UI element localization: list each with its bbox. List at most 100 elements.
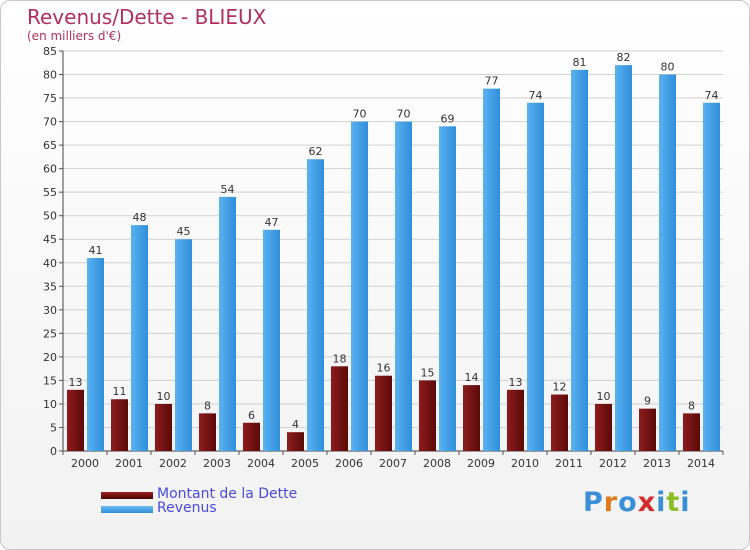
y-tick-label: 70 (43, 116, 57, 129)
x-tick-label: 2013 (643, 457, 671, 470)
y-tick-label: 0 (50, 445, 57, 458)
revenus-bar (175, 239, 192, 451)
dette-bar (463, 385, 480, 451)
dette-bar (155, 403, 172, 451)
x-tick-label: 2001 (115, 457, 143, 470)
revenus-value-label: 48 (133, 211, 147, 224)
x-tick-label: 2007 (379, 457, 407, 470)
dette-value-label: 12 (553, 381, 567, 394)
dette-bar (375, 375, 392, 451)
revenus-bar (439, 126, 456, 451)
proxiti-logo: Proxiti (583, 487, 691, 518)
revenus-value-label: 62 (309, 145, 323, 158)
dette-bar (683, 413, 700, 451)
y-tick-label: 55 (43, 186, 57, 199)
revenus-bar (395, 121, 412, 452)
revenus-value-label: 45 (177, 225, 191, 238)
dette-value-label: 10 (597, 390, 611, 403)
x-tick-label: 2000 (71, 457, 99, 470)
dette-bar (331, 366, 348, 451)
logo-letter: i (680, 487, 691, 518)
x-tick-label: 2002 (159, 457, 187, 470)
y-tick-label: 50 (43, 210, 57, 223)
dette-value-label: 13 (509, 376, 523, 389)
y-tick-label: 15 (43, 374, 57, 387)
revenus-value-label: 74 (705, 89, 719, 102)
x-tick-label: 2011 (555, 457, 583, 470)
chart-subtitle: (en milliers d'€) (27, 29, 122, 43)
x-tick-label: 2005 (291, 457, 319, 470)
legend-swatch-dette (101, 492, 153, 499)
dette-value-label: 14 (465, 371, 479, 384)
dette-bar (199, 413, 216, 451)
logo-letter: x (637, 487, 657, 518)
revenus-bar (307, 159, 324, 451)
logo-letter: t (666, 487, 681, 518)
x-tick-label: 2003 (203, 457, 231, 470)
revenus-value-label: 70 (353, 108, 367, 121)
y-tick-label: 25 (43, 327, 57, 340)
y-tick-label: 75 (43, 92, 57, 105)
dette-value-label: 11 (113, 385, 127, 398)
y-tick-label: 5 (50, 421, 57, 434)
dette-value-label: 18 (333, 352, 347, 365)
dette-bar (67, 389, 84, 451)
legend-swatch-revenus (101, 506, 153, 513)
revenus-bar (131, 225, 148, 451)
x-tick-label: 2009 (467, 457, 495, 470)
y-tick-label: 30 (43, 304, 57, 317)
dette-value-label: 9 (644, 395, 651, 408)
revenus-value-label: 74 (529, 89, 543, 102)
dette-value-label: 16 (377, 362, 391, 375)
dette-value-label: 8 (204, 399, 211, 412)
revenus-value-label: 80 (661, 61, 675, 74)
dette-value-label: 10 (157, 390, 171, 403)
revenus-bar (483, 88, 500, 451)
revenus-bar (351, 121, 368, 452)
revenus-value-label: 77 (485, 75, 499, 88)
logo-letter: i (656, 487, 667, 518)
x-tick-label: 2012 (599, 457, 627, 470)
x-tick-label: 2004 (247, 457, 275, 470)
y-tick-label: 80 (43, 69, 57, 82)
dette-bar (551, 394, 568, 451)
dette-bar (287, 432, 304, 451)
x-tick-label: 2006 (335, 457, 363, 470)
y-tick-label: 85 (43, 45, 57, 58)
dette-value-label: 4 (292, 418, 299, 431)
dette-bar (639, 408, 656, 451)
revenus-value-label: 70 (397, 108, 411, 121)
x-tick-label: 2010 (511, 457, 539, 470)
y-tick-label: 35 (43, 280, 57, 293)
dette-value-label: 15 (421, 366, 435, 379)
logo-letter: r (603, 487, 619, 518)
dette-bar (507, 389, 524, 451)
revenus-bar (219, 196, 236, 451)
legend-label-dette: Montant de la Dette (157, 486, 298, 502)
revenus-bar (615, 65, 632, 451)
dette-value-label: 13 (69, 376, 83, 389)
revenus-bar (659, 74, 676, 451)
revenus-bar (527, 102, 544, 451)
revenus-value-label: 47 (265, 216, 279, 229)
revenus-value-label: 81 (573, 56, 587, 69)
y-tick-label: 20 (43, 351, 57, 364)
revenus-value-label: 54 (221, 183, 235, 196)
dette-value-label: 8 (688, 399, 695, 412)
revenus-value-label: 82 (617, 51, 631, 64)
logo-letter: o (618, 487, 638, 518)
dette-bar (595, 403, 612, 451)
revenus-bar (263, 229, 280, 451)
y-tick-label: 45 (43, 233, 57, 246)
dette-bar (243, 422, 260, 451)
revenus-value-label: 41 (89, 244, 103, 257)
x-tick-label: 2014 (687, 457, 715, 470)
revenus-bar (87, 258, 104, 451)
dette-value-label: 6 (248, 409, 255, 422)
y-tick-label: 60 (43, 163, 57, 176)
dette-bar (111, 399, 128, 451)
revenus-bar (703, 102, 720, 451)
logo-letter: P (583, 487, 604, 518)
legend-label-revenus: Revenus (157, 500, 217, 516)
